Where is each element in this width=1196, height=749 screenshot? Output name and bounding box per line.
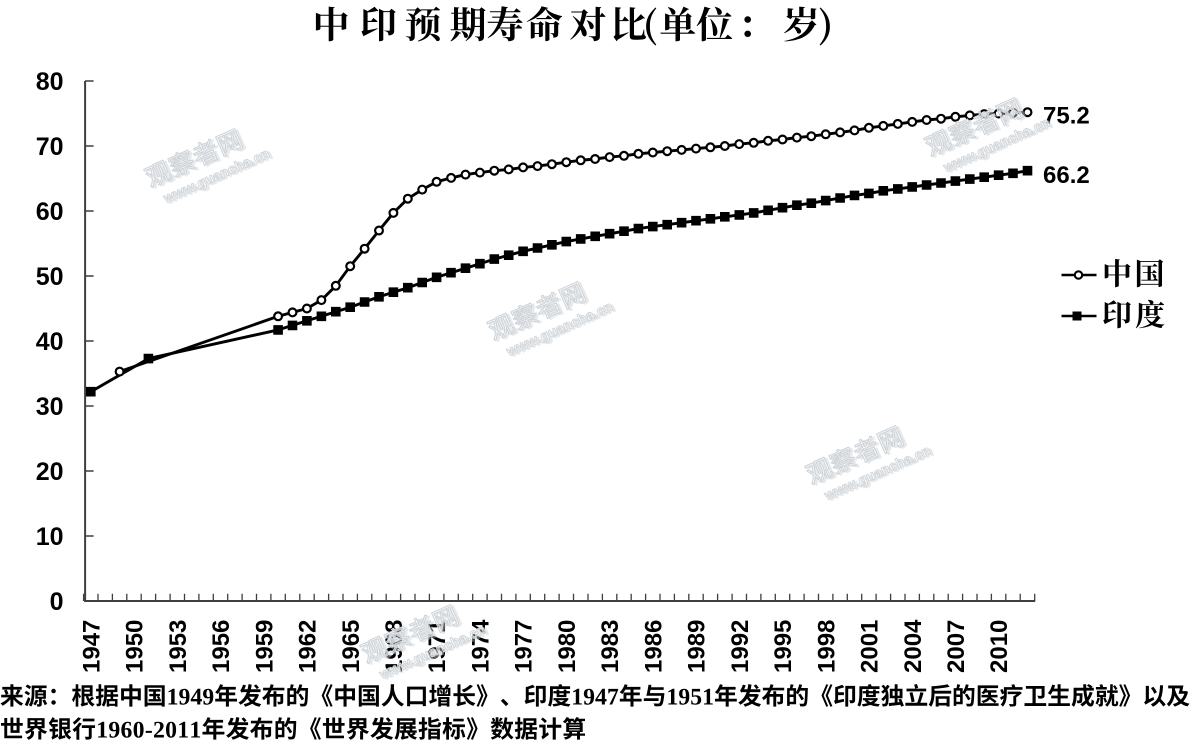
svg-text:1953: 1953 [165,620,192,673]
svg-text:1962: 1962 [295,620,322,673]
svg-text:2001: 2001 [857,620,884,673]
svg-text:1977: 1977 [511,620,538,673]
svg-text:1998: 1998 [813,620,840,673]
svg-text:0: 0 [50,588,64,616]
svg-text:70: 70 [36,133,64,161]
svg-text:66.2: 66.2 [1043,162,1090,189]
svg-text:2004: 2004 [900,619,927,673]
svg-text:40: 40 [36,328,64,356]
svg-text:1986: 1986 [640,620,667,673]
svg-text:1956: 1956 [208,620,235,673]
svg-text:1947: 1947 [78,620,105,673]
svg-text:50: 50 [36,263,64,291]
svg-text:2010: 2010 [986,620,1013,673]
svg-text:1983: 1983 [597,620,624,673]
svg-text:2007: 2007 [943,620,970,673]
svg-text:1992: 1992 [727,620,754,673]
svg-text:60: 60 [36,198,64,226]
svg-text:1959: 1959 [251,620,278,673]
svg-text:1950: 1950 [122,620,149,673]
svg-text:1995: 1995 [770,620,797,673]
svg-text:10: 10 [36,523,64,551]
svg-text:30: 30 [36,393,64,421]
svg-text:1989: 1989 [684,620,711,673]
svg-text:1980: 1980 [554,620,581,673]
svg-text:20: 20 [36,458,64,486]
svg-text:80: 80 [36,68,64,96]
